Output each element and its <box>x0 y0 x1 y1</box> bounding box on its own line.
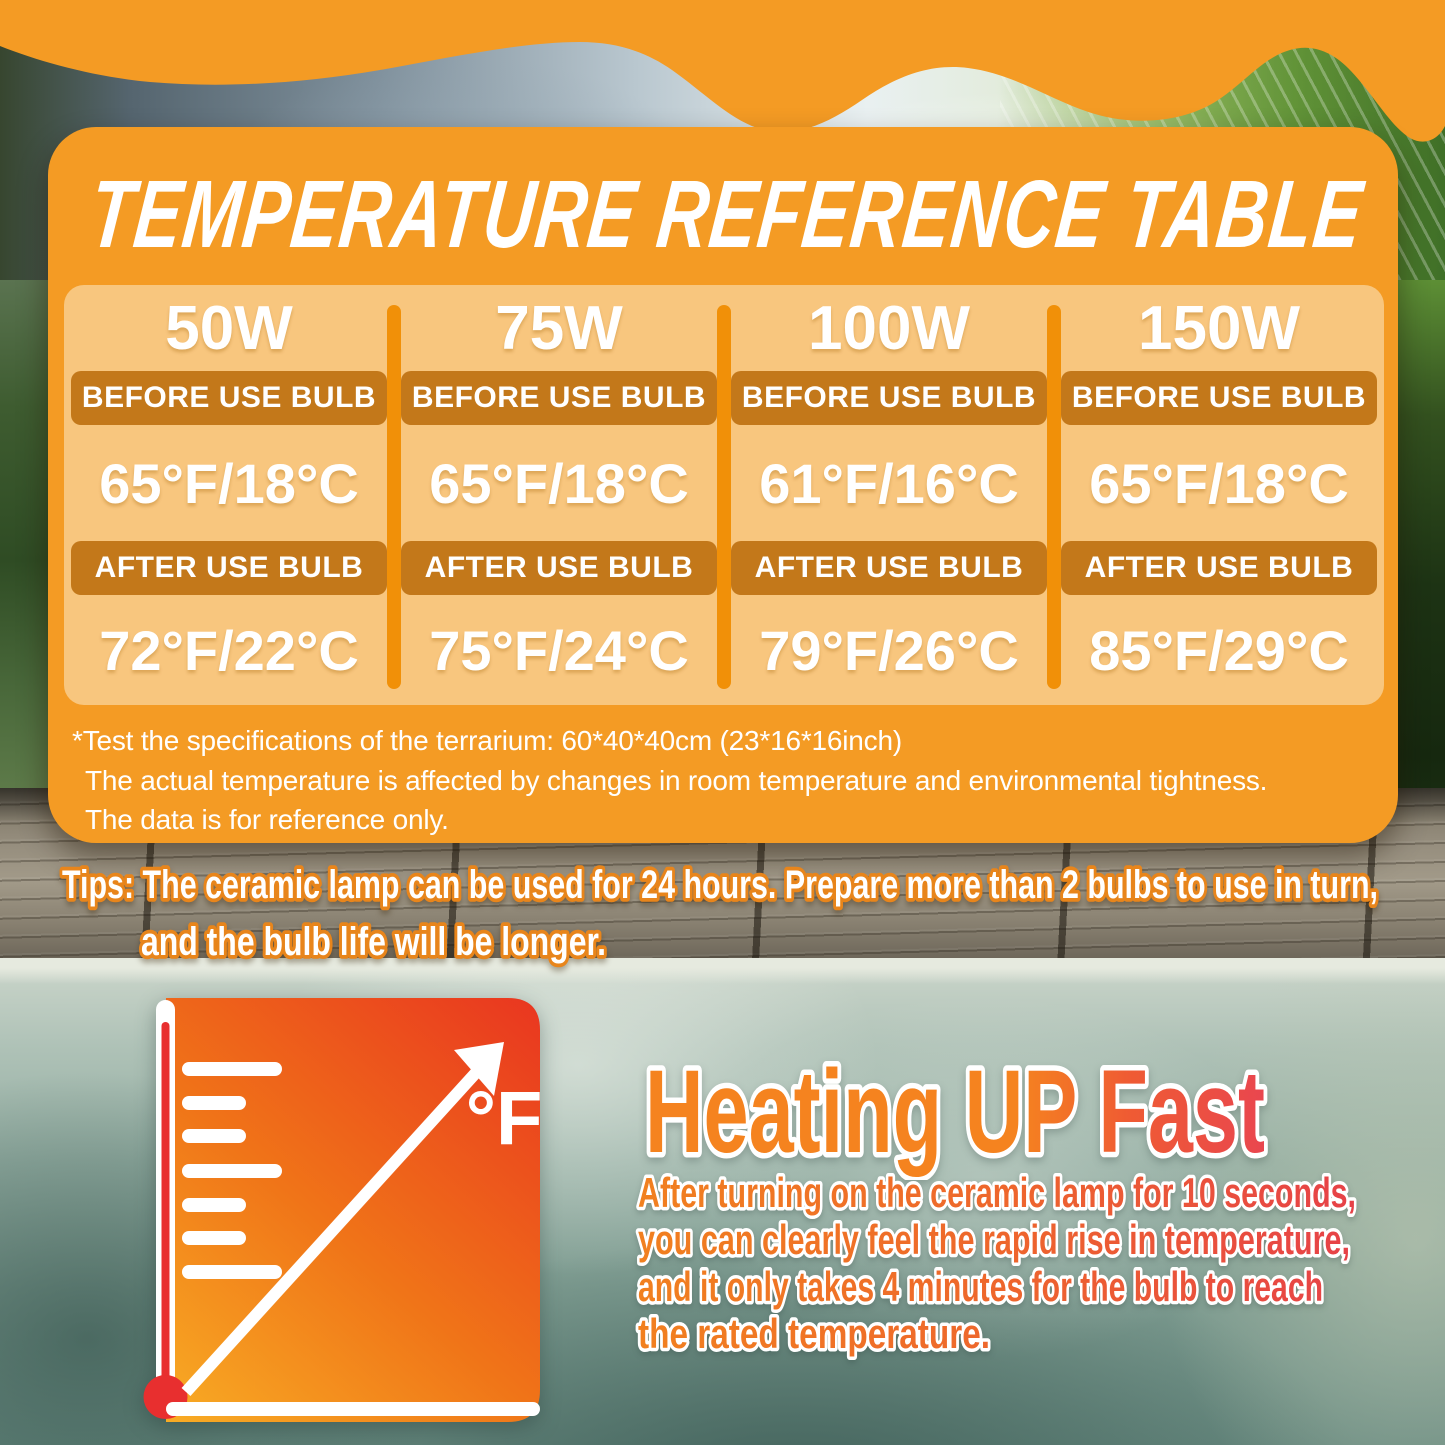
body-line-3: and it only takes 4 minutes for the bulb… <box>638 1263 1323 1310</box>
panel-title: TEMPERATURE REFERENCE TABLE <box>85 161 1369 268</box>
after-temp-value: 85°F/29°C <box>1089 618 1349 682</box>
wattage-label: 100W <box>808 293 970 363</box>
wattage-label: 50W <box>165 293 293 363</box>
tips-note: Tips: The ceramic lamp can be used for 2… <box>58 859 1382 968</box>
background-jungle-left <box>0 280 52 790</box>
section-title: Heating UP Fast <box>645 1046 1265 1178</box>
footnote-line: The data is for reference only. <box>85 804 449 835</box>
before-use-bulb-header: BEFORE USE BULB <box>71 371 387 425</box>
table-column-75w: 75W BEFORE USE BULB 65°F/18°C AFTER USE … <box>394 285 724 705</box>
scale-ticks <box>182 1062 282 1279</box>
body-line-4: the rated temperature. <box>638 1310 990 1357</box>
wattage-label: 150W <box>1138 293 1300 363</box>
before-temp-value: 65°F/18°C <box>1089 451 1349 515</box>
table-column-100w: 100W BEFORE USE BULB 61°F/16°C AFTER USE… <box>724 285 1054 705</box>
top-wave-shape <box>0 0 1445 142</box>
after-temp-value: 79°F/26°C <box>759 618 1019 682</box>
tips-line-1: Tips: The ceramic lamp can be used for 2… <box>62 863 1378 907</box>
tips-line-2: and the bulb life will be longer. <box>141 920 606 964</box>
before-use-bulb-header: BEFORE USE BULB <box>401 371 717 425</box>
column-separator <box>387 305 401 689</box>
after-use-bulb-header: AFTER USE BULB <box>731 541 1047 595</box>
table-footnote: *Test the specifications of the terrariu… <box>72 721 1384 840</box>
heating-description: After turning on the ceramic lamp for 10… <box>635 1166 1360 1361</box>
temperature-rise-icon: °F <box>143 998 543 1422</box>
after-use-bulb-header: AFTER USE BULB <box>71 541 387 595</box>
footnote-line: *Test the specifications of the terrariu… <box>72 725 902 756</box>
temperature-table: 50W BEFORE USE BULB 65°F/18°C AFTER USE … <box>64 285 1384 705</box>
rising-arrow-shaft <box>181 1061 487 1397</box>
before-temp-value: 65°F/18°C <box>99 451 359 515</box>
footnote-line: The actual temperature is affected by ch… <box>85 764 1268 796</box>
before-use-bulb-header: BEFORE USE BULB <box>1061 371 1377 425</box>
after-use-bulb-header: AFTER USE BULB <box>1061 541 1377 595</box>
fahrenheit-unit-label: °F <box>466 1076 543 1161</box>
heating-up-fast-heading: Heating UP Fast <box>640 1041 1271 1181</box>
before-temp-value: 61°F/16°C <box>759 451 1019 515</box>
baseline-bar <box>166 1402 540 1416</box>
column-separator <box>717 305 731 689</box>
temperature-panel: TEMPERATURE REFERENCE TABLE 50W BEFORE U… <box>48 127 1398 843</box>
wattage-label: 75W <box>495 293 623 363</box>
after-temp-value: 75°F/24°C <box>429 618 689 682</box>
column-separator <box>1047 305 1061 689</box>
before-use-bulb-header: BEFORE USE BULB <box>731 371 1047 425</box>
page-title: TEMPERATURE REFERENCE TABLE <box>85 161 1369 268</box>
after-temp-value: 72°F/22°C <box>99 618 359 682</box>
body-line-1: After turning on the ceramic lamp for 10… <box>638 1169 1356 1216</box>
body-line-2: you can clearly feel the rapid rise in t… <box>638 1216 1350 1263</box>
rising-arrow-head <box>454 1042 504 1096</box>
thermometer-mercury <box>161 1022 170 1394</box>
table-column-150w: 150W BEFORE USE BULB 65°F/18°C AFTER USE… <box>1054 285 1384 705</box>
table-column-50w: 50W BEFORE USE BULB 65°F/18°C AFTER USE … <box>64 285 394 705</box>
after-use-bulb-header: AFTER USE BULB <box>401 541 717 595</box>
before-temp-value: 65°F/18°C <box>429 451 689 515</box>
